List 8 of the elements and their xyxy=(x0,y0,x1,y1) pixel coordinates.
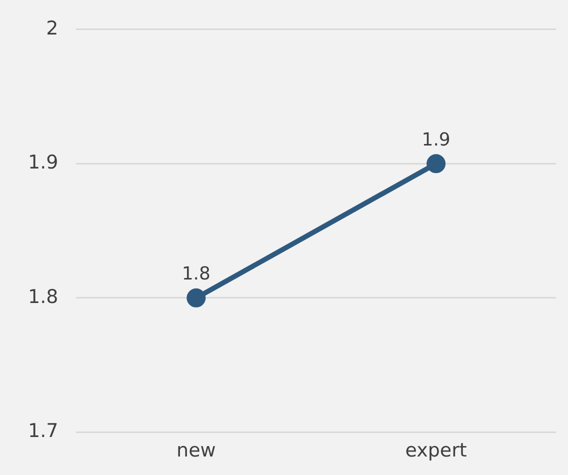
y-tick-label: 2 xyxy=(46,17,58,40)
data-label: 1.8 xyxy=(182,264,210,285)
y-tick-label: 1.7 xyxy=(28,420,58,442)
x-tick-label: new xyxy=(176,440,216,462)
y-tick-label: 1.9 xyxy=(28,152,58,174)
x-tick-label: expert xyxy=(405,440,467,462)
y-tick-label: 1.8 xyxy=(28,286,58,308)
data-label: 1.9 xyxy=(422,129,450,150)
